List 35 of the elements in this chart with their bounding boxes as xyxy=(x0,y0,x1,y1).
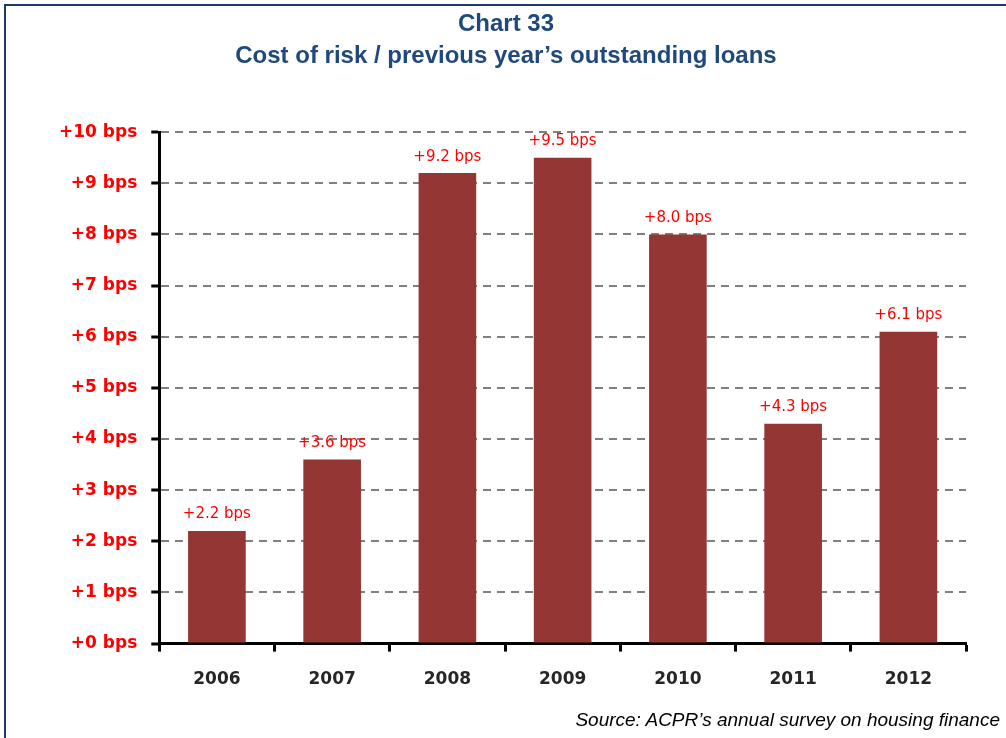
data-label: +9.2 bps xyxy=(413,146,482,165)
y-tick-label: +5 bps xyxy=(70,376,138,397)
data-label: +6.1 bps xyxy=(874,305,943,324)
x-tick-label: 2006 xyxy=(193,668,241,689)
y-tick-label: +8 bps xyxy=(70,222,138,243)
data-label: +9.5 bps xyxy=(528,131,597,150)
bar xyxy=(764,423,822,643)
data-label: +3.6 bps xyxy=(298,432,367,451)
x-tick-label: 2010 xyxy=(654,668,702,689)
bar xyxy=(879,331,938,643)
x-tick-label: 2008 xyxy=(423,668,472,689)
chart-subtitle: Cost of risk / previous year’s outstanding loans xyxy=(234,40,778,70)
x-tick-label: 2012 xyxy=(884,668,933,689)
bar xyxy=(188,531,246,643)
bar xyxy=(418,173,477,643)
chart-title: Chart 33 xyxy=(456,8,555,38)
y-tick-label: +6 bps xyxy=(70,325,138,346)
y-tick-label: +7 bps xyxy=(70,274,138,295)
data-label: +4.3 bps xyxy=(759,397,828,416)
y-tick-label: +2 bps xyxy=(70,529,138,550)
y-tick-label: +4 bps xyxy=(70,427,138,448)
y-tick-label: +3 bps xyxy=(70,478,138,499)
x-tick-label: 2007 xyxy=(308,668,356,689)
y-tick-label: +10 bps xyxy=(59,120,138,141)
y-tick-label: +9 bps xyxy=(70,171,138,192)
y-tick-label: +0 bps xyxy=(70,632,138,653)
x-tick-label: 2011 xyxy=(769,668,817,689)
bar xyxy=(303,459,361,643)
bar xyxy=(649,234,707,643)
bar xyxy=(533,157,592,643)
data-label: +8.0 bps xyxy=(643,207,713,226)
source-note: Source: ACPR’s annual survey on housing finance xyxy=(575,708,1000,732)
data-label: +2.2 bps xyxy=(182,504,252,523)
y-tick-label: +1 bps xyxy=(70,580,138,601)
x-tick-label: 2009 xyxy=(538,668,587,689)
